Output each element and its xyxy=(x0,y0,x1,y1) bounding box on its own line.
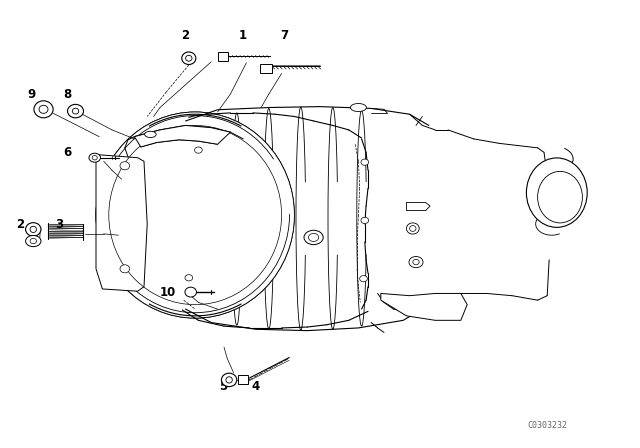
Ellipse shape xyxy=(221,373,237,387)
Ellipse shape xyxy=(26,236,41,246)
Polygon shape xyxy=(238,375,248,384)
Ellipse shape xyxy=(34,101,53,118)
Ellipse shape xyxy=(120,265,130,273)
Ellipse shape xyxy=(96,112,294,318)
Text: 2: 2 xyxy=(17,217,24,231)
Text: 9: 9 xyxy=(28,87,36,101)
Ellipse shape xyxy=(120,162,130,170)
Text: 7: 7 xyxy=(281,29,289,43)
Ellipse shape xyxy=(304,230,323,245)
Text: 6: 6 xyxy=(63,146,71,159)
Text: 1: 1 xyxy=(239,29,247,43)
Ellipse shape xyxy=(145,131,156,138)
Ellipse shape xyxy=(361,159,369,165)
Polygon shape xyxy=(218,52,228,61)
Text: 5: 5 xyxy=(219,379,227,393)
Ellipse shape xyxy=(360,276,367,282)
Text: 10: 10 xyxy=(159,285,176,299)
Ellipse shape xyxy=(185,275,193,281)
Text: 3: 3 xyxy=(56,217,63,231)
Ellipse shape xyxy=(406,223,419,234)
Ellipse shape xyxy=(409,256,423,268)
Ellipse shape xyxy=(351,103,367,112)
Ellipse shape xyxy=(185,287,196,297)
Text: 8: 8 xyxy=(63,87,71,101)
Polygon shape xyxy=(406,202,430,211)
Ellipse shape xyxy=(26,223,41,236)
Ellipse shape xyxy=(195,147,202,153)
Polygon shape xyxy=(96,155,147,291)
Ellipse shape xyxy=(68,104,83,118)
Text: 2: 2 xyxy=(182,29,189,43)
Polygon shape xyxy=(381,293,467,320)
Polygon shape xyxy=(260,64,272,73)
Ellipse shape xyxy=(182,52,196,65)
Text: C0303232: C0303232 xyxy=(527,421,567,430)
Ellipse shape xyxy=(96,112,294,318)
Polygon shape xyxy=(134,125,230,147)
Text: 4: 4 xyxy=(252,379,260,393)
Ellipse shape xyxy=(89,153,100,162)
Ellipse shape xyxy=(361,217,369,224)
Ellipse shape xyxy=(526,158,588,228)
